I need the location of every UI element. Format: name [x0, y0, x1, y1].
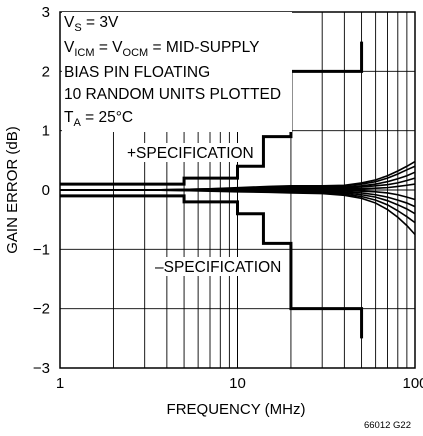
spec-upper-line [60, 41, 364, 186]
condition-bias-pin: BIAS PIN FLOATING [64, 64, 210, 81]
x-tick-label: 10 [229, 375, 246, 392]
upper-spec-label: +SPECIFICATION [127, 145, 254, 162]
y-tick-label: 0 [42, 182, 50, 199]
lower-spec-backdrop [150, 257, 285, 276]
condition-units-plotted: 10 RANDOM UNITS PLOTTED [64, 86, 281, 103]
condition-ta: TA = 25°C [64, 109, 133, 129]
y-tick-label: 2 [42, 63, 50, 80]
x-axis-label: FREQUENCY (MHz) [167, 401, 306, 418]
condition-vs: VS = 3V [64, 14, 119, 34]
lower-spec-label: –SPECIFICATION [155, 259, 281, 276]
conditions-backdrop [62, 12, 292, 132]
y-tick-label: 3 [42, 4, 50, 21]
spec-limit-lines [60, 41, 364, 339]
unit-curves [60, 160, 416, 236]
x-tick-label: 100 [402, 375, 423, 392]
y-tick-label: 1 [42, 123, 50, 140]
figure-code: 66012 G22 [364, 420, 411, 431]
unit-curve [60, 189, 416, 236]
spec-lower-line [60, 194, 364, 339]
upper-spec-backdrop [125, 143, 255, 162]
y-tick-label: −1 [33, 241, 50, 258]
y-axis-label: GAIN ERROR (dB) [4, 126, 21, 254]
x-tick-label: 1 [56, 375, 64, 392]
condition-vicm-vocm: VICM = VOCM = MID-SUPPLY [64, 39, 259, 59]
y-tick-label: −2 [33, 301, 50, 318]
y-tick-label: −3 [33, 360, 50, 377]
